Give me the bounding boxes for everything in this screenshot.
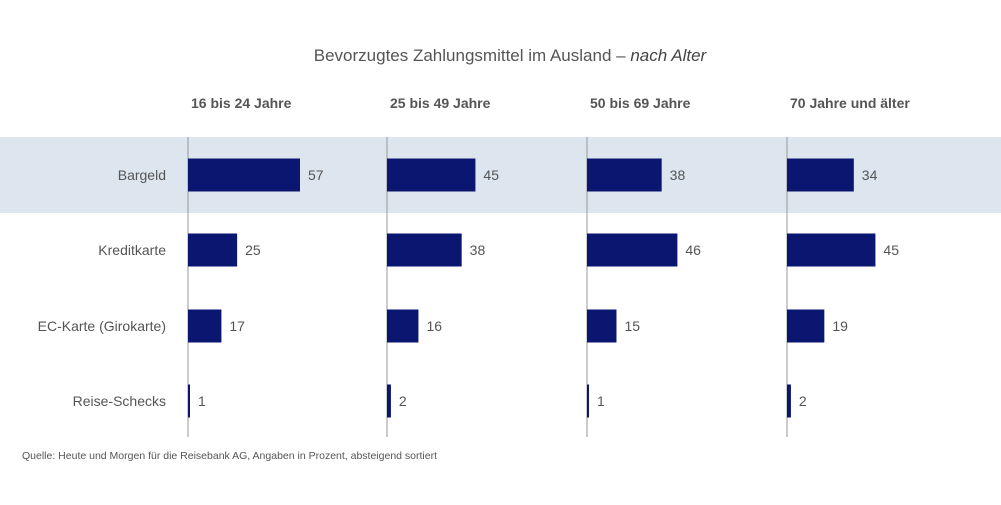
group-header: 50 bis 69 Jahre — [590, 95, 691, 111]
panel-group: 50 bis 69 Jahre 38 46 15 1 — [586, 95, 701, 437]
bar — [387, 384, 391, 418]
value-label: 2 — [399, 393, 407, 409]
panel-group: 25 bis 49 Jahre 45 38 16 2 — [386, 95, 499, 437]
bar — [188, 158, 300, 192]
bar — [787, 309, 825, 343]
value-label: 45 — [483, 167, 499, 183]
bar — [387, 309, 419, 343]
value-label: 46 — [685, 242, 701, 258]
chart-title-separator: – — [611, 46, 630, 65]
chart-title: Bevorzugtes Zahlungsmittel im Ausland – … — [314, 46, 708, 65]
category-label: Bargeld — [118, 167, 166, 183]
bar — [787, 158, 854, 192]
value-label: 1 — [597, 393, 605, 409]
value-label: 25 — [245, 242, 261, 258]
value-label: 57 — [308, 167, 324, 183]
bar — [587, 233, 678, 267]
value-label: 2 — [799, 393, 807, 409]
value-label: 15 — [624, 318, 640, 334]
chart-title-main: Bevorzugtes Zahlungsmittel im Ausland — [314, 46, 612, 65]
category-label: Kreditkarte — [98, 242, 166, 258]
group-header: 25 bis 49 Jahre — [390, 95, 491, 111]
value-label: 38 — [470, 242, 486, 258]
bar — [188, 233, 238, 267]
group-header: 70 Jahre und älter — [790, 95, 910, 111]
value-label: 38 — [670, 167, 686, 183]
bar — [387, 233, 462, 267]
value-label: 34 — [862, 167, 878, 183]
bar — [387, 158, 476, 192]
bar — [587, 309, 617, 343]
value-label: 1 — [198, 393, 206, 409]
value-label: 17 — [229, 318, 245, 334]
bar — [587, 384, 589, 418]
value-label: 45 — [883, 242, 899, 258]
panel-group: 70 Jahre und älter 34 45 19 2 — [786, 95, 910, 437]
category-label: Reise-Schecks — [73, 393, 166, 409]
group-header: 16 bis 24 Jahre — [191, 95, 292, 111]
value-label: 16 — [426, 318, 442, 334]
bar — [587, 158, 662, 192]
bar — [787, 384, 791, 418]
source-note: Quelle: Heute und Morgen für die Reiseba… — [22, 450, 438, 462]
panel-group: 16 bis 24 Jahre 57 25 17 1 — [187, 95, 324, 437]
category-label: EC-Karte (Girokarte) — [38, 318, 166, 334]
chart-title-suffix: nach Alter — [630, 46, 707, 65]
bar — [787, 233, 876, 267]
value-label: 19 — [832, 318, 848, 334]
bar — [188, 309, 222, 343]
bar — [188, 384, 190, 418]
